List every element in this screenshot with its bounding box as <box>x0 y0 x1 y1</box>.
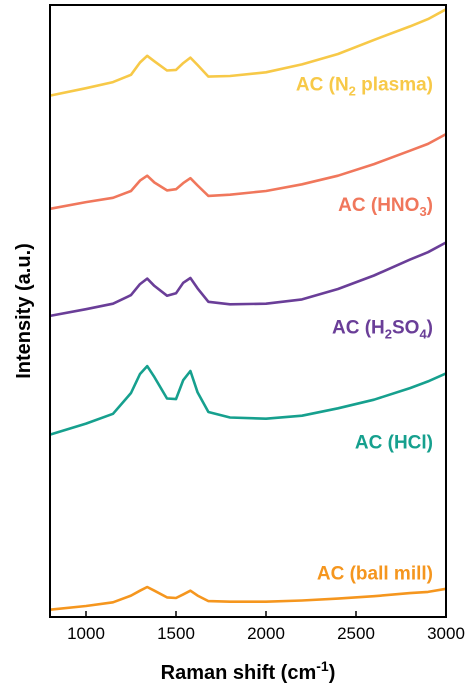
series-lines <box>49 8 447 611</box>
x-axis-ticks: 1000 1500 2000 2500 3000 <box>67 611 465 643</box>
series-line-2 <box>49 132 447 211</box>
series-labels: AC (N2 plasma) AC (HNO3) AC (H2SO4) AC (HCl… <box>296 74 433 584</box>
x-tick-label: 2500 <box>337 624 375 643</box>
x-tick-label: 2000 <box>247 624 285 643</box>
x-tick-label: 1000 <box>67 624 105 643</box>
series-line-3 <box>49 241 447 318</box>
series-label-2: AC (HNO3) <box>338 195 433 219</box>
y-axis-title: Intensity (a.u.) <box>13 243 35 379</box>
x-tick-label: 3000 <box>427 624 465 643</box>
plot-frame <box>49 4 447 618</box>
x-axis-title: Raman shift (cm-1) <box>161 658 336 684</box>
series-line-1 <box>49 8 447 97</box>
series-line-4 <box>49 364 447 436</box>
x-tick-label: 1500 <box>157 624 195 643</box>
series-label-3: AC (H2SO4) <box>332 318 433 342</box>
series-label-5: AC (ball mill) <box>317 564 433 585</box>
series-line-5 <box>49 585 447 611</box>
series-label-1: AC (N2 plasma) <box>296 74 433 98</box>
series-label-4: AC (HCl) <box>355 433 433 454</box>
